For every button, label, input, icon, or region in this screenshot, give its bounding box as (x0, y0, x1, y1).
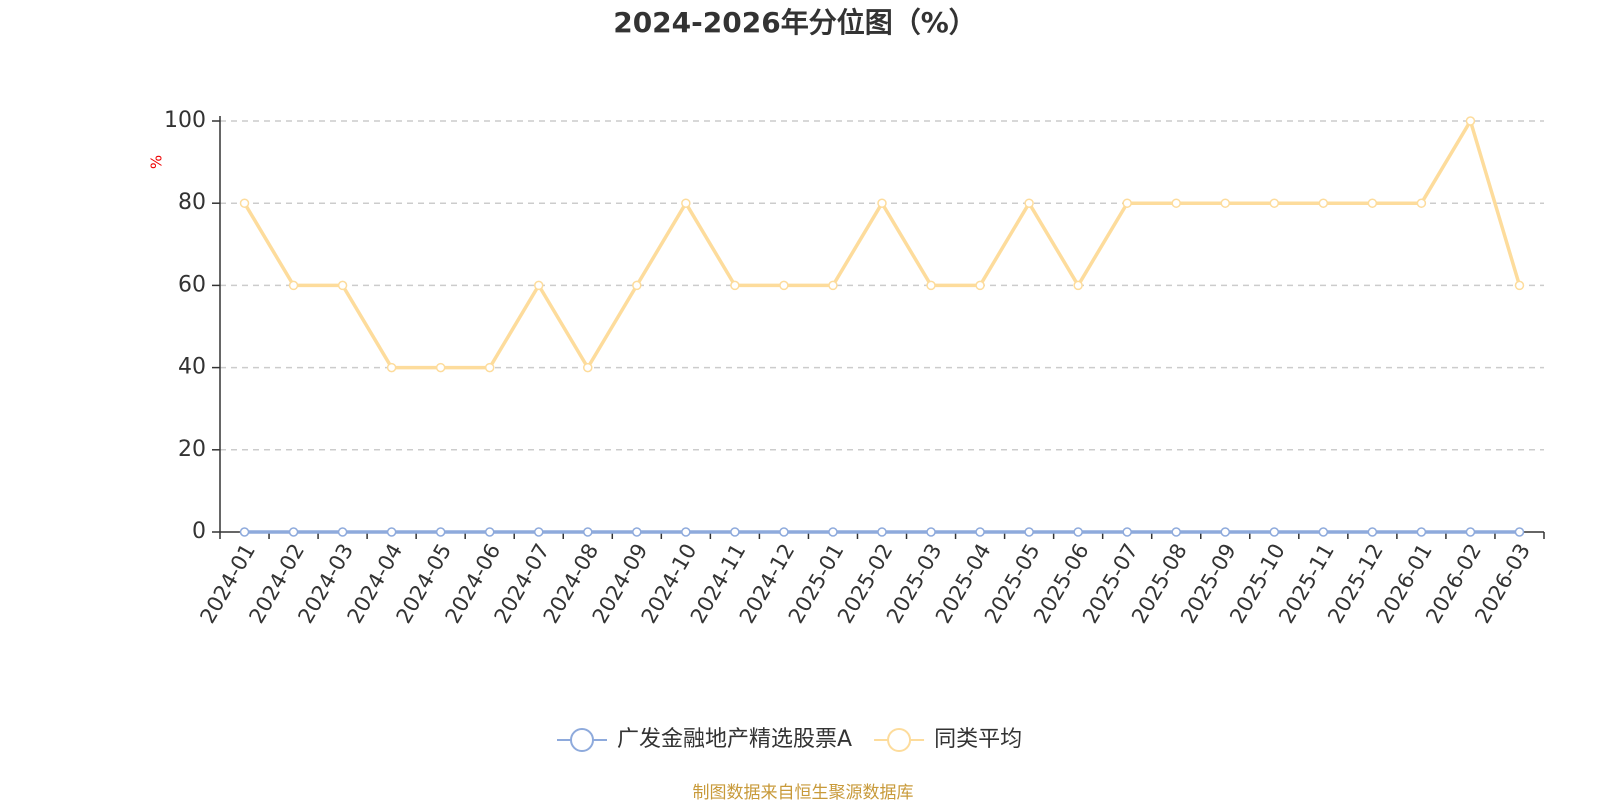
point (828, 280, 838, 291)
point (484, 362, 495, 373)
point (1416, 527, 1427, 537)
y-unit: % (148, 155, 166, 169)
point (1416, 198, 1427, 208)
point (1024, 527, 1034, 537)
point (435, 362, 446, 373)
point (1367, 198, 1378, 208)
point (877, 527, 887, 537)
point (1220, 527, 1231, 537)
point (730, 527, 740, 537)
point (1073, 527, 1083, 537)
legend-marker[interactable] (570, 728, 594, 752)
legend-marker[interactable] (887, 728, 912, 752)
legend-label[interactable]: 广发金融地产精选股票A (617, 727, 852, 752)
point (1220, 198, 1231, 208)
point (926, 280, 936, 291)
point (583, 527, 593, 537)
point (386, 527, 397, 537)
point (975, 527, 985, 537)
source-note: 制图数据来自恒生聚源数据库 (693, 783, 914, 800)
y-tick-label: 0 (192, 519, 206, 544)
point (288, 527, 299, 537)
point (1318, 527, 1329, 537)
point (730, 280, 740, 291)
point (681, 527, 691, 537)
legend-label[interactable]: 同类平均 (934, 727, 1022, 752)
point (484, 527, 495, 537)
point (1367, 527, 1378, 537)
point (1024, 198, 1034, 208)
chart-title: 2024-2026年分位图（%） (613, 6, 977, 39)
y-tick-label: 20 (178, 437, 206, 462)
point (681, 198, 691, 208)
point (1514, 527, 1525, 537)
point (386, 362, 397, 373)
y-tick-label: 60 (178, 272, 206, 297)
point (1269, 198, 1280, 208)
point (288, 280, 299, 291)
point (1171, 527, 1181, 537)
point (533, 280, 544, 291)
point (779, 527, 789, 537)
point (239, 198, 250, 208)
point (632, 527, 642, 537)
point (337, 527, 348, 537)
point (1122, 527, 1132, 537)
point (1465, 527, 1476, 537)
point (1269, 527, 1280, 537)
y-tick-label: 40 (178, 355, 206, 380)
point (1073, 280, 1083, 291)
point (779, 280, 789, 291)
point (1514, 280, 1525, 291)
point (1318, 198, 1329, 208)
point (1122, 198, 1132, 208)
point (435, 527, 446, 537)
point (632, 280, 642, 291)
y-tick-label: 100 (164, 108, 206, 133)
series-line (243, 116, 1522, 372)
point (828, 527, 838, 537)
point (533, 527, 544, 537)
y-tick-label: 80 (178, 190, 206, 215)
point (877, 198, 887, 208)
point (975, 280, 985, 291)
point (1171, 198, 1181, 208)
point (1465, 116, 1476, 126)
point (337, 280, 348, 291)
point (583, 362, 593, 373)
point (239, 527, 250, 537)
point (926, 527, 936, 537)
